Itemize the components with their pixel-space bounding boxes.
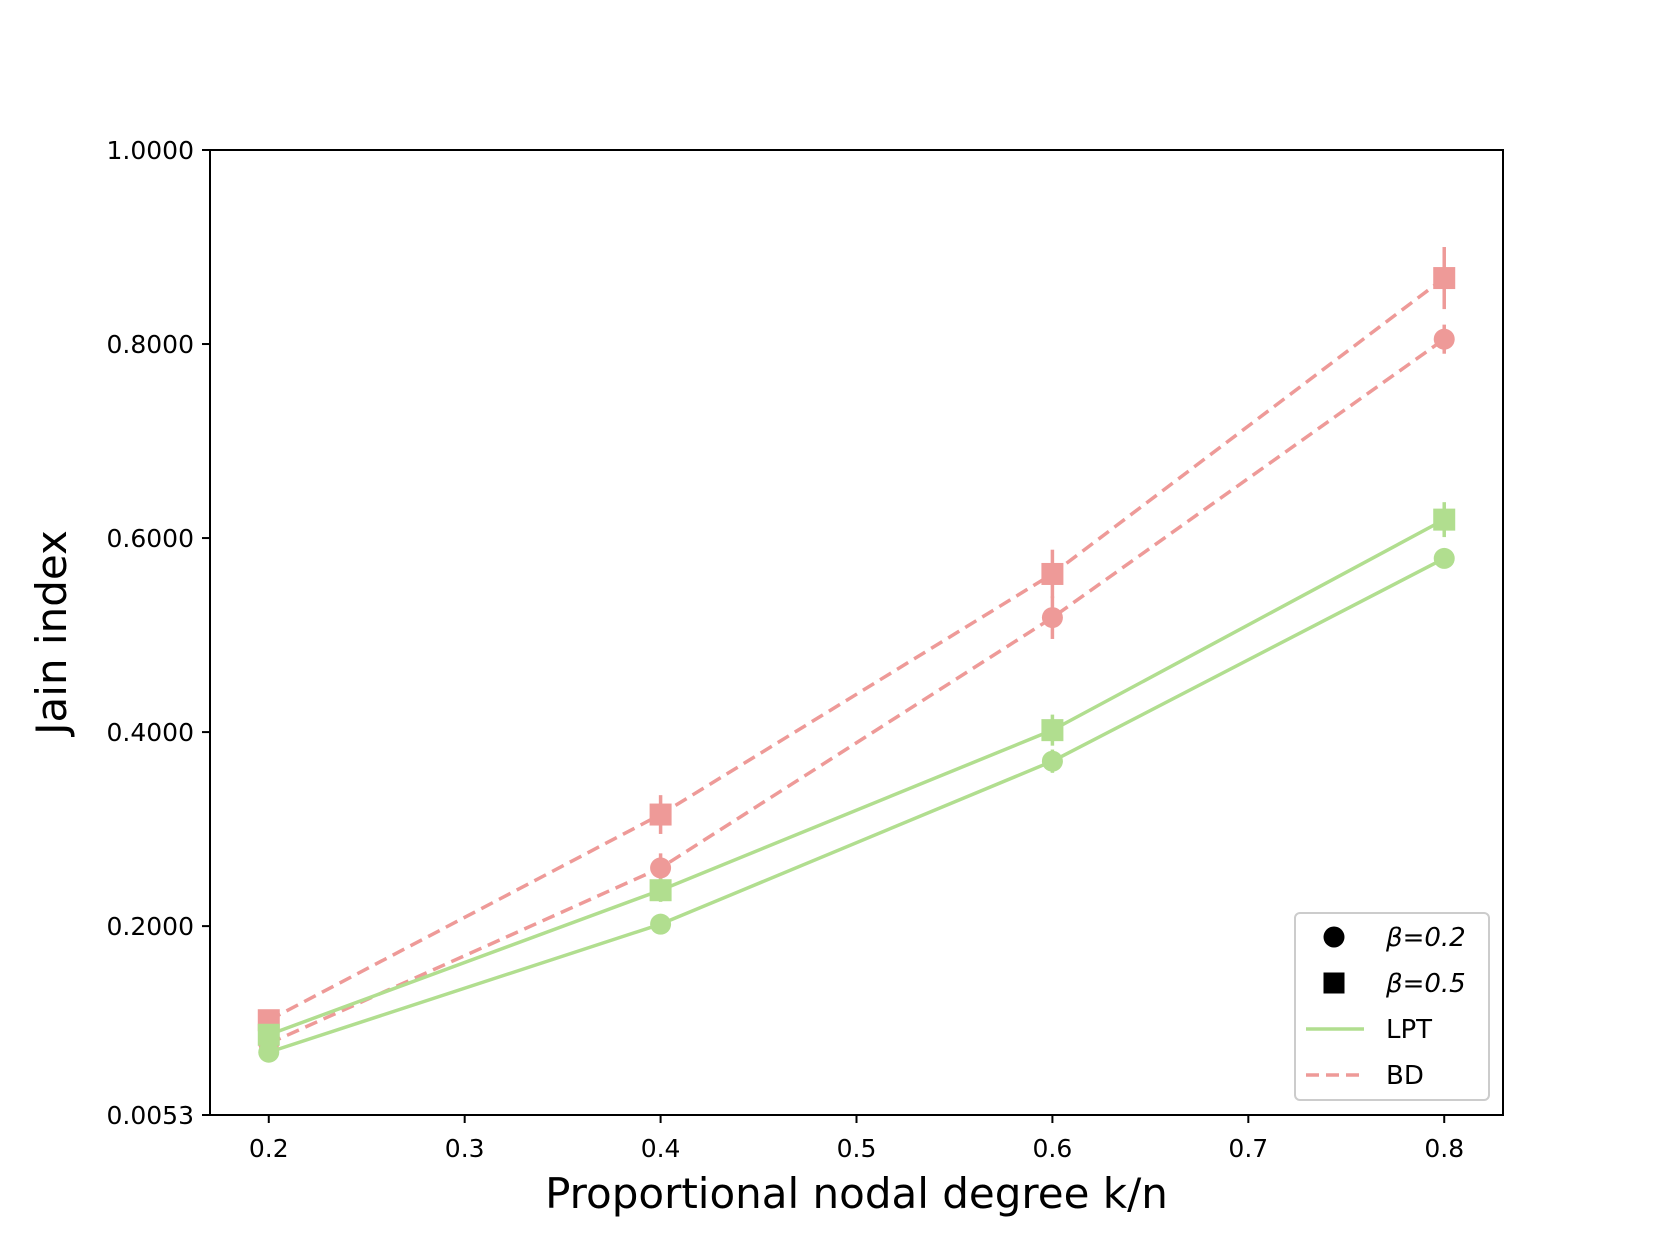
x-tick-label: 0.2 — [249, 1134, 289, 1163]
y-tick-label: 0.2000 — [107, 912, 194, 941]
data-point-square — [1041, 562, 1064, 585]
series-lpt-square — [257, 502, 1456, 1046]
y-tick-label: 1.0000 — [107, 136, 194, 165]
x-tick-label: 0.5 — [837, 1134, 877, 1163]
legend-item: BD — [1306, 1061, 1424, 1091]
legend-label: LPT — [1386, 1015, 1432, 1045]
data-point-square — [1433, 267, 1456, 290]
series-line — [267, 276, 1446, 1022]
y-axis-title: Jain index — [27, 530, 76, 738]
legend-label: BD — [1386, 1061, 1424, 1091]
legend-box — [1294, 912, 1490, 1101]
y-tick-label: 0.6000 — [107, 524, 194, 553]
data-point-square — [1041, 719, 1064, 742]
series-line — [268, 556, 1446, 1054]
data-point-circle — [650, 913, 672, 935]
data-point-circle — [1041, 607, 1063, 629]
data-point-square — [1433, 508, 1456, 531]
x-tick-label: 0.4 — [641, 1134, 681, 1163]
x-tick-label: 0.7 — [1228, 1134, 1268, 1163]
data-point-circle — [1041, 750, 1063, 772]
legend-item: β=0.2 — [1323, 923, 1466, 953]
series-bd-square — [257, 247, 1456, 1032]
x-tick-label: 0.3 — [445, 1134, 485, 1163]
y-axis: 0.0053 0.2000 0.4000 0.6000 0.8000 1.0000 — [107, 136, 210, 1130]
data-point-square — [649, 803, 672, 826]
legend-marker-circle — [1323, 926, 1345, 948]
x-tick-label: 0.6 — [1033, 1134, 1073, 1163]
x-axis-title: Proportional nodal degree k/n — [545, 1169, 1168, 1218]
x-tick-label: 0.8 — [1424, 1134, 1464, 1163]
legend-item: LPT — [1306, 1015, 1432, 1045]
series-bd-circle — [258, 324, 1455, 1055]
series-line — [268, 337, 1446, 1046]
data-point-circle — [1433, 328, 1455, 350]
data-point-square — [257, 1023, 280, 1046]
legend-marker-square — [1323, 972, 1345, 994]
data-point-square — [649, 879, 672, 902]
data-point-circle — [258, 1041, 280, 1063]
legend: β=0.2 β=0.5 LPT BD — [1294, 912, 1490, 1101]
legend-label: β=0.5 — [1385, 969, 1466, 999]
data-point-circle — [650, 857, 672, 879]
series-lpt-circle — [258, 547, 1455, 1063]
plot-area — [257, 247, 1456, 1063]
series-line — [268, 518, 1446, 1037]
legend-item: β=0.5 — [1323, 969, 1466, 999]
legend-label: β=0.2 — [1385, 923, 1466, 953]
data-point-circle — [1433, 547, 1455, 569]
y-tick-label: 0.8000 — [107, 330, 194, 359]
y-tick-label: 0.0053 — [107, 1101, 194, 1130]
y-tick-label: 0.4000 — [107, 718, 194, 747]
x-axis: 0.2 0.3 0.4 0.5 0.6 0.7 0.8 — [249, 1115, 1464, 1163]
